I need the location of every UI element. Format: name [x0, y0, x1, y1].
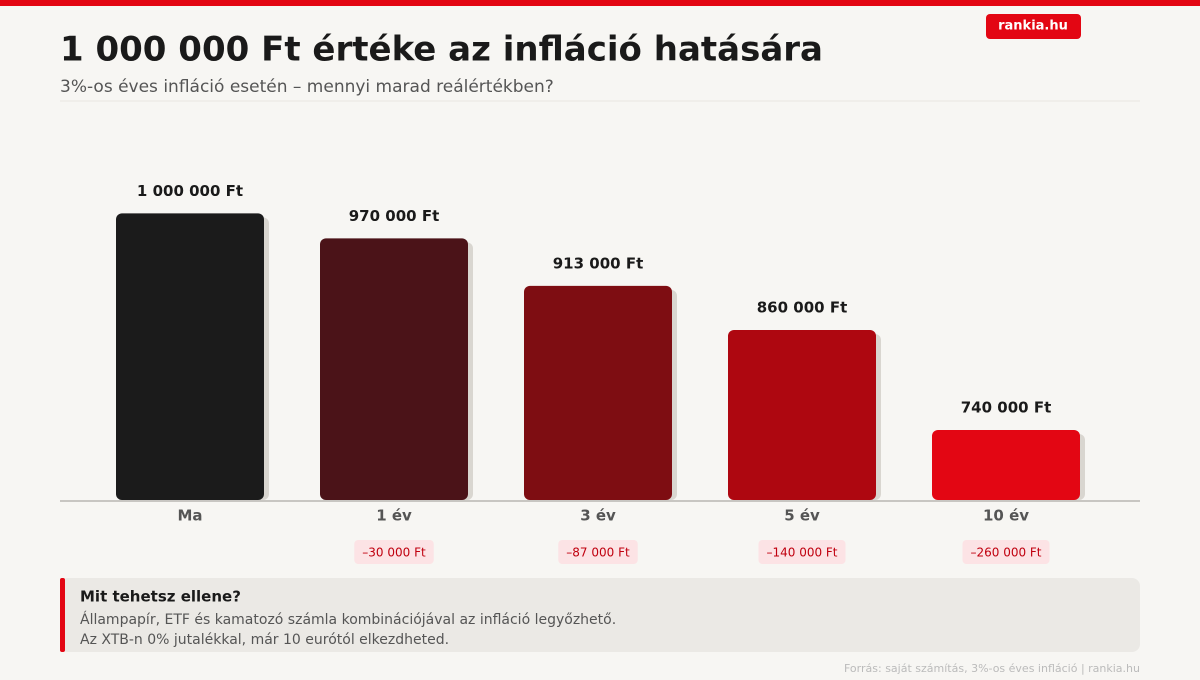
callout-title: Mit tehetsz ellene? — [80, 588, 241, 606]
value-label: 860 000 Ft — [757, 299, 847, 317]
brand-badge — [986, 14, 1081, 39]
value-label: 1 000 000 Ft — [137, 182, 243, 200]
bar — [932, 430, 1080, 500]
difference-pill — [558, 540, 638, 564]
difference-pill — [354, 540, 434, 564]
difference-label: –30 000 Ft — [362, 546, 426, 560]
bar — [524, 285, 672, 500]
callout-accent — [60, 578, 65, 652]
callout-line: Állampapír, ETF és kamatozó számla kombi… — [80, 611, 616, 628]
chart-subtitle: 3%-os éves infláció esetén – mennyi mara… — [60, 77, 554, 97]
difference-label: –260 000 Ft — [970, 546, 1041, 560]
chart-title: 1 000 000 Ft értéke az infláció hatására — [60, 30, 823, 70]
difference-pill — [962, 540, 1050, 564]
x-tick-label: 5 év — [784, 507, 820, 525]
x-tick-label: Ma — [177, 507, 202, 525]
x-tick-label: 10 év — [983, 507, 1029, 525]
callout-line: Az XTB-n 0% jutalékkal, már 10 eurótól e… — [80, 632, 449, 648]
value-label: 913 000 Ft — [553, 254, 643, 272]
callout-box — [60, 578, 1140, 652]
x-tick-label: 1 év — [376, 507, 412, 525]
top-stripe — [0, 0, 1200, 6]
difference-label: –140 000 Ft — [766, 546, 837, 560]
difference-pill — [758, 540, 846, 564]
bar — [320, 238, 468, 501]
value-label: 970 000 Ft — [349, 207, 439, 225]
footer: Forrás: saját számítás, 3%-os éves inflá… — [844, 662, 1140, 675]
brand: rankia.hu — [998, 19, 1068, 34]
bar — [116, 213, 264, 501]
difference-label: –87 000 Ft — [566, 546, 630, 560]
bar — [728, 330, 876, 500]
x-tick-label: 3 év — [580, 507, 616, 525]
value-label: 740 000 Ft — [961, 399, 1051, 417]
